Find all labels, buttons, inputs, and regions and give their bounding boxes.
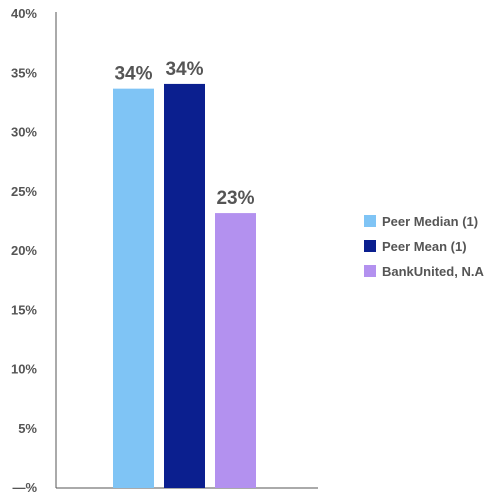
legend-entry: Peer Mean (1) xyxy=(382,239,467,254)
data-label: 34% xyxy=(114,64,152,85)
bar xyxy=(113,88,154,488)
y-tick-label: 25% xyxy=(11,184,37,199)
data-label: 34% xyxy=(165,59,203,80)
legend-swatch xyxy=(364,265,376,277)
legend-entry: Peer Median (1) xyxy=(382,214,478,229)
y-tick-label: 40% xyxy=(11,6,37,21)
y-tick-label: 20% xyxy=(11,243,37,258)
bars xyxy=(113,83,256,488)
y-axis: —% 5% 10% 15% 20% 25% 30% 35% 40% xyxy=(11,6,318,495)
bar xyxy=(164,83,205,488)
bar xyxy=(215,213,256,488)
y-tick-label: 15% xyxy=(11,302,37,317)
legend-entry: BankUnited, N.A xyxy=(382,264,484,279)
y-tick-label: 30% xyxy=(11,125,37,140)
data-labels: 34% 34% 23% xyxy=(114,59,254,209)
y-tick-label: 10% xyxy=(11,362,37,377)
y-tick-label: 35% xyxy=(11,65,37,80)
legend-swatch xyxy=(364,215,376,227)
y-tick-label: —% xyxy=(12,480,37,495)
y-tick-label: 5% xyxy=(18,421,37,436)
legend: Peer Median (1) Peer Mean (1) BankUnited, … xyxy=(364,214,484,279)
legend-swatch xyxy=(364,240,376,252)
data-label: 23% xyxy=(216,188,254,209)
